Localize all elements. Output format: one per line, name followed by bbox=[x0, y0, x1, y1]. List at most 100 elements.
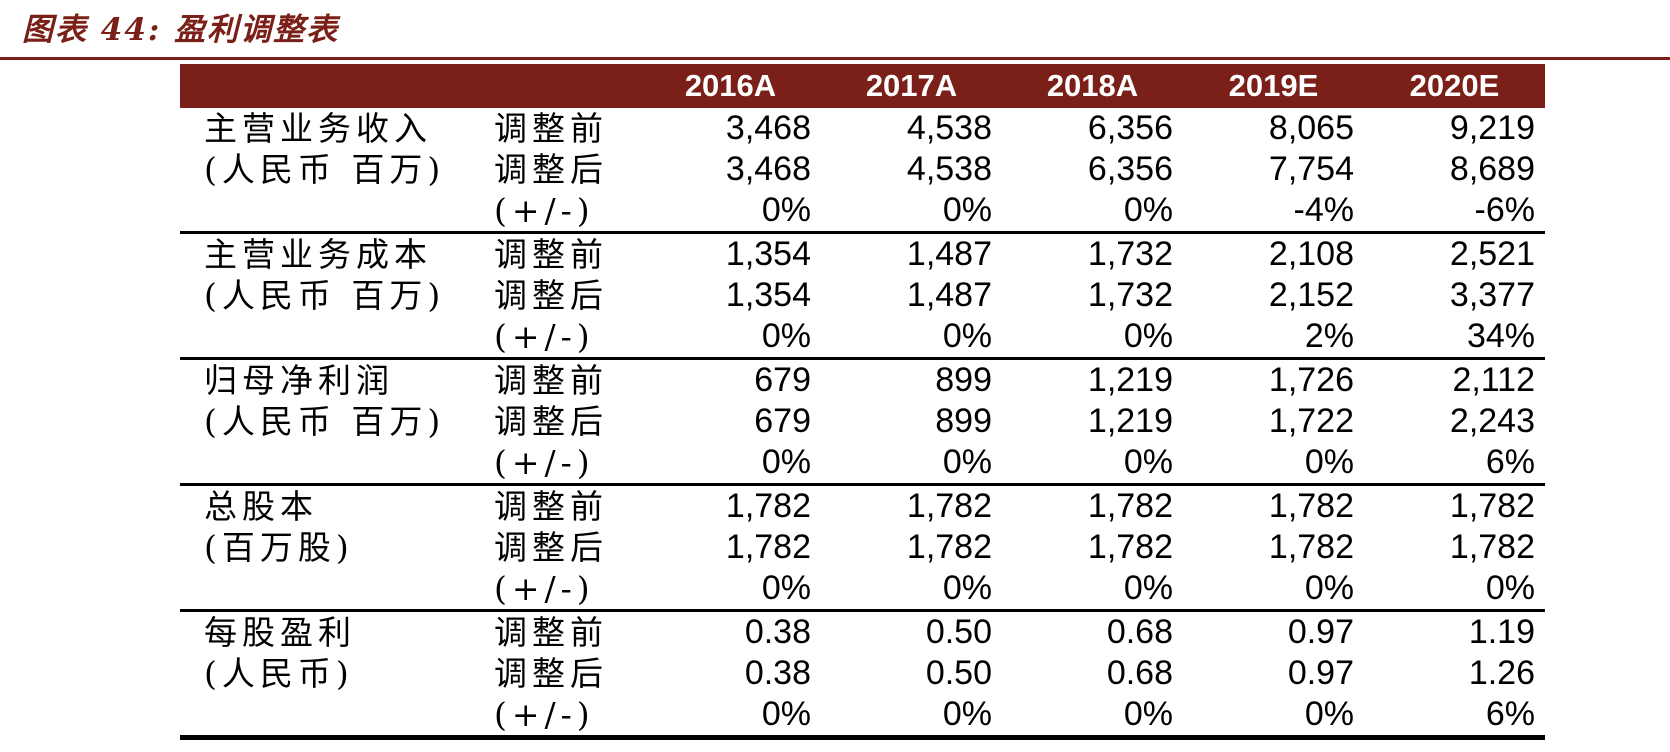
figure-title: 图表 44: 盈利调整表 bbox=[22, 12, 340, 48]
value-cell: 1,782 bbox=[1268, 487, 1354, 525]
row-sublabel: 调整前 bbox=[494, 613, 608, 652]
value-cell: 0% bbox=[942, 569, 992, 607]
table-row: (+/-) 0% 0% 0% 2% 34% bbox=[180, 316, 1545, 357]
value-cell: 899 bbox=[935, 402, 992, 440]
table-row: (人民币 百万) 调整后 1,354 1,487 1,732 2,152 3,377 bbox=[180, 275, 1545, 316]
value-cell: -6% bbox=[1474, 191, 1535, 229]
value-cell: 2,243 bbox=[1449, 402, 1535, 440]
value-cell: 2% bbox=[1304, 317, 1354, 355]
value-cell: 0% bbox=[761, 317, 811, 355]
row-sublabel: 调整前 bbox=[494, 487, 608, 526]
row-label bbox=[180, 694, 480, 735]
row-sublabel: (+/-) bbox=[494, 443, 595, 482]
value-cell: 1,722 bbox=[1268, 402, 1354, 440]
value-cell: 34% bbox=[1466, 317, 1535, 355]
value-cell: 1.19 bbox=[1468, 613, 1535, 651]
value-cell: 6,356 bbox=[1087, 109, 1173, 147]
table-row: (人民币 百万) 调整后 3,468 4,538 6,356 7,754 8,689 bbox=[180, 149, 1545, 190]
value-cell: 0% bbox=[761, 695, 811, 733]
value-cell: 899 bbox=[935, 361, 992, 399]
value-cell: 1,732 bbox=[1087, 276, 1173, 314]
row-label: 主营业务收入 bbox=[204, 109, 432, 148]
value-cell: 0.68 bbox=[1106, 613, 1173, 651]
value-cell: 0% bbox=[761, 569, 811, 607]
value-cell: 0% bbox=[761, 443, 811, 481]
column-header-2016a: 2016A bbox=[684, 68, 777, 103]
value-cell: 0% bbox=[1123, 191, 1173, 229]
value-cell: 8,065 bbox=[1268, 109, 1354, 147]
row-label: (人民币 百万) bbox=[204, 402, 446, 441]
table-group: 主营业务成本 调整前 1,354 1,487 1,732 2,108 2,521 (人民币 百… bbox=[180, 234, 1545, 360]
value-cell: 0% bbox=[1304, 443, 1354, 481]
table-group: 每股盈利 调整前 0.38 0.50 0.68 0.97 1.19 (人民币) 调整后 0.38 0… bbox=[180, 612, 1545, 740]
row-label: (人民币 百万) bbox=[204, 150, 446, 189]
row-sublabel: 调整后 bbox=[494, 528, 608, 567]
value-cell: 1,487 bbox=[906, 235, 992, 273]
row-sublabel: 调整后 bbox=[494, 402, 608, 441]
column-header-2020e: 2020E bbox=[1409, 68, 1500, 103]
profit-adjustment-table: 2016A 2017A 2018A 2019E 2020E 主营业务收入 调整前 3… bbox=[180, 64, 1545, 740]
value-cell: 0% bbox=[942, 191, 992, 229]
value-cell: 3,377 bbox=[1449, 276, 1535, 314]
table-group: 主营业务收入 调整前 3,468 4,538 6,356 8,065 9,219 (人民币 百… bbox=[180, 108, 1545, 234]
value-cell: 1,782 bbox=[1268, 528, 1354, 566]
table-row: (+/-) 0% 0% 0% 0% 6% bbox=[180, 442, 1545, 483]
value-cell: 1,782 bbox=[725, 528, 811, 566]
title-rule bbox=[0, 57, 1670, 60]
row-label: (人民币) bbox=[204, 654, 354, 693]
row-label bbox=[180, 316, 480, 357]
value-cell: 6% bbox=[1485, 443, 1535, 481]
table-row: (人民币) 调整后 0.38 0.50 0.68 0.97 1.26 bbox=[180, 653, 1545, 694]
value-cell: 1,782 bbox=[1087, 528, 1173, 566]
row-sublabel: 调整前 bbox=[494, 361, 608, 400]
row-sublabel: 调整前 bbox=[494, 109, 608, 148]
value-cell: 0.97 bbox=[1287, 654, 1354, 692]
row-sublabel: 调整后 bbox=[494, 276, 608, 315]
table-row: (+/-) 0% 0% 0% 0% 0% bbox=[180, 568, 1545, 609]
value-cell: 1,726 bbox=[1268, 361, 1354, 399]
value-cell: 9,219 bbox=[1449, 109, 1535, 147]
value-cell: 1,219 bbox=[1087, 361, 1173, 399]
value-cell: 3,468 bbox=[725, 150, 811, 188]
row-sublabel: (+/-) bbox=[494, 695, 595, 734]
row-label: (百万股) bbox=[204, 528, 354, 567]
row-sublabel: (+/-) bbox=[494, 317, 595, 356]
value-cell: 6% bbox=[1485, 695, 1535, 733]
row-label bbox=[180, 568, 480, 609]
row-sublabel: 调整前 bbox=[494, 235, 608, 274]
value-cell: 1,782 bbox=[1087, 487, 1173, 525]
value-cell: 2,521 bbox=[1449, 235, 1535, 273]
row-label: 每股盈利 bbox=[204, 613, 356, 652]
table-row: (+/-) 0% 0% 0% -4% -6% bbox=[180, 190, 1545, 231]
value-cell: -4% bbox=[1293, 191, 1354, 229]
row-sublabel: 调整后 bbox=[494, 654, 608, 693]
value-cell: 1,782 bbox=[1449, 487, 1535, 525]
table-row: 每股盈利 调整前 0.38 0.50 0.68 0.97 1.19 bbox=[180, 612, 1545, 653]
header-spacer-sublabel bbox=[480, 64, 640, 108]
table-body: 主营业务收入 调整前 3,468 4,538 6,356 8,065 9,219 (人民币 百… bbox=[180, 108, 1545, 740]
value-cell: 0% bbox=[942, 695, 992, 733]
table-row: 主营业务成本 调整前 1,354 1,487 1,732 2,108 2,521 bbox=[180, 234, 1545, 275]
table-row: (+/-) 0% 0% 0% 0% 6% bbox=[180, 694, 1545, 735]
table-group: 归母净利润 调整前 679 899 1,219 1,726 2,112 (人民币 百万) 调整后… bbox=[180, 360, 1545, 486]
value-cell: 1,782 bbox=[725, 487, 811, 525]
value-cell: 0.97 bbox=[1287, 613, 1354, 651]
table-row: 主营业务收入 调整前 3,468 4,538 6,356 8,065 9,219 bbox=[180, 108, 1545, 149]
value-cell: 0.38 bbox=[744, 654, 811, 692]
column-header-2019e: 2019E bbox=[1228, 68, 1319, 103]
row-label: 归母净利润 bbox=[204, 361, 394, 400]
value-cell: 1,487 bbox=[906, 276, 992, 314]
value-cell: 0% bbox=[1485, 569, 1535, 607]
table-row: 总股本 调整前 1,782 1,782 1,782 1,782 1,782 bbox=[180, 486, 1545, 527]
value-cell: 1.26 bbox=[1468, 654, 1535, 692]
header-spacer-label bbox=[180, 64, 480, 108]
value-cell: 0% bbox=[1123, 695, 1173, 733]
value-cell: 0% bbox=[1123, 443, 1173, 481]
value-cell: 0% bbox=[942, 317, 992, 355]
column-header-2018a: 2018A bbox=[1046, 68, 1139, 103]
table-header-row: 2016A 2017A 2018A 2019E 2020E bbox=[180, 64, 1545, 108]
row-sublabel: (+/-) bbox=[494, 191, 595, 230]
value-cell: 1,354 bbox=[725, 276, 811, 314]
value-cell: 1,354 bbox=[725, 235, 811, 273]
